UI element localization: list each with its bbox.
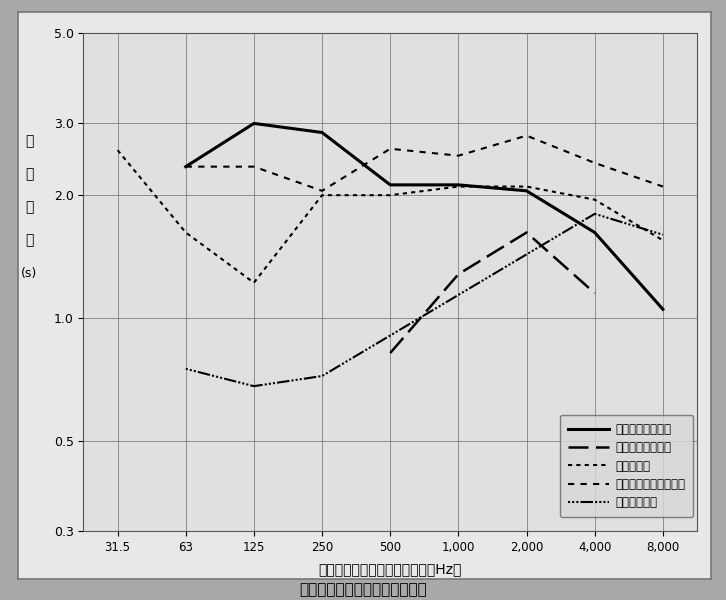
Text: 間: 間	[25, 233, 33, 247]
X-axis label: オクターブバンド中心周波数（Hz）: オクターブバンド中心周波数（Hz）	[319, 562, 462, 576]
Text: 時: 時	[25, 200, 33, 214]
Text: 残: 残	[25, 134, 33, 148]
Legend: 霊南坂教会（新）, 霊南坂教会（旧）, 浦上天主堂, 国際基督教大学礼拝堂, 富士見町教会: 霊南坂教会（新）, 霊南坂教会（旧）, 浦上天主堂, 国際基督教大学礼拝堂, 富…	[560, 415, 693, 517]
Text: (s): (s)	[21, 267, 37, 280]
Text: 響: 響	[25, 167, 33, 181]
Text: 教会の残響時間周波数特性の例: 教会の残響時間周波数特性の例	[299, 582, 427, 597]
